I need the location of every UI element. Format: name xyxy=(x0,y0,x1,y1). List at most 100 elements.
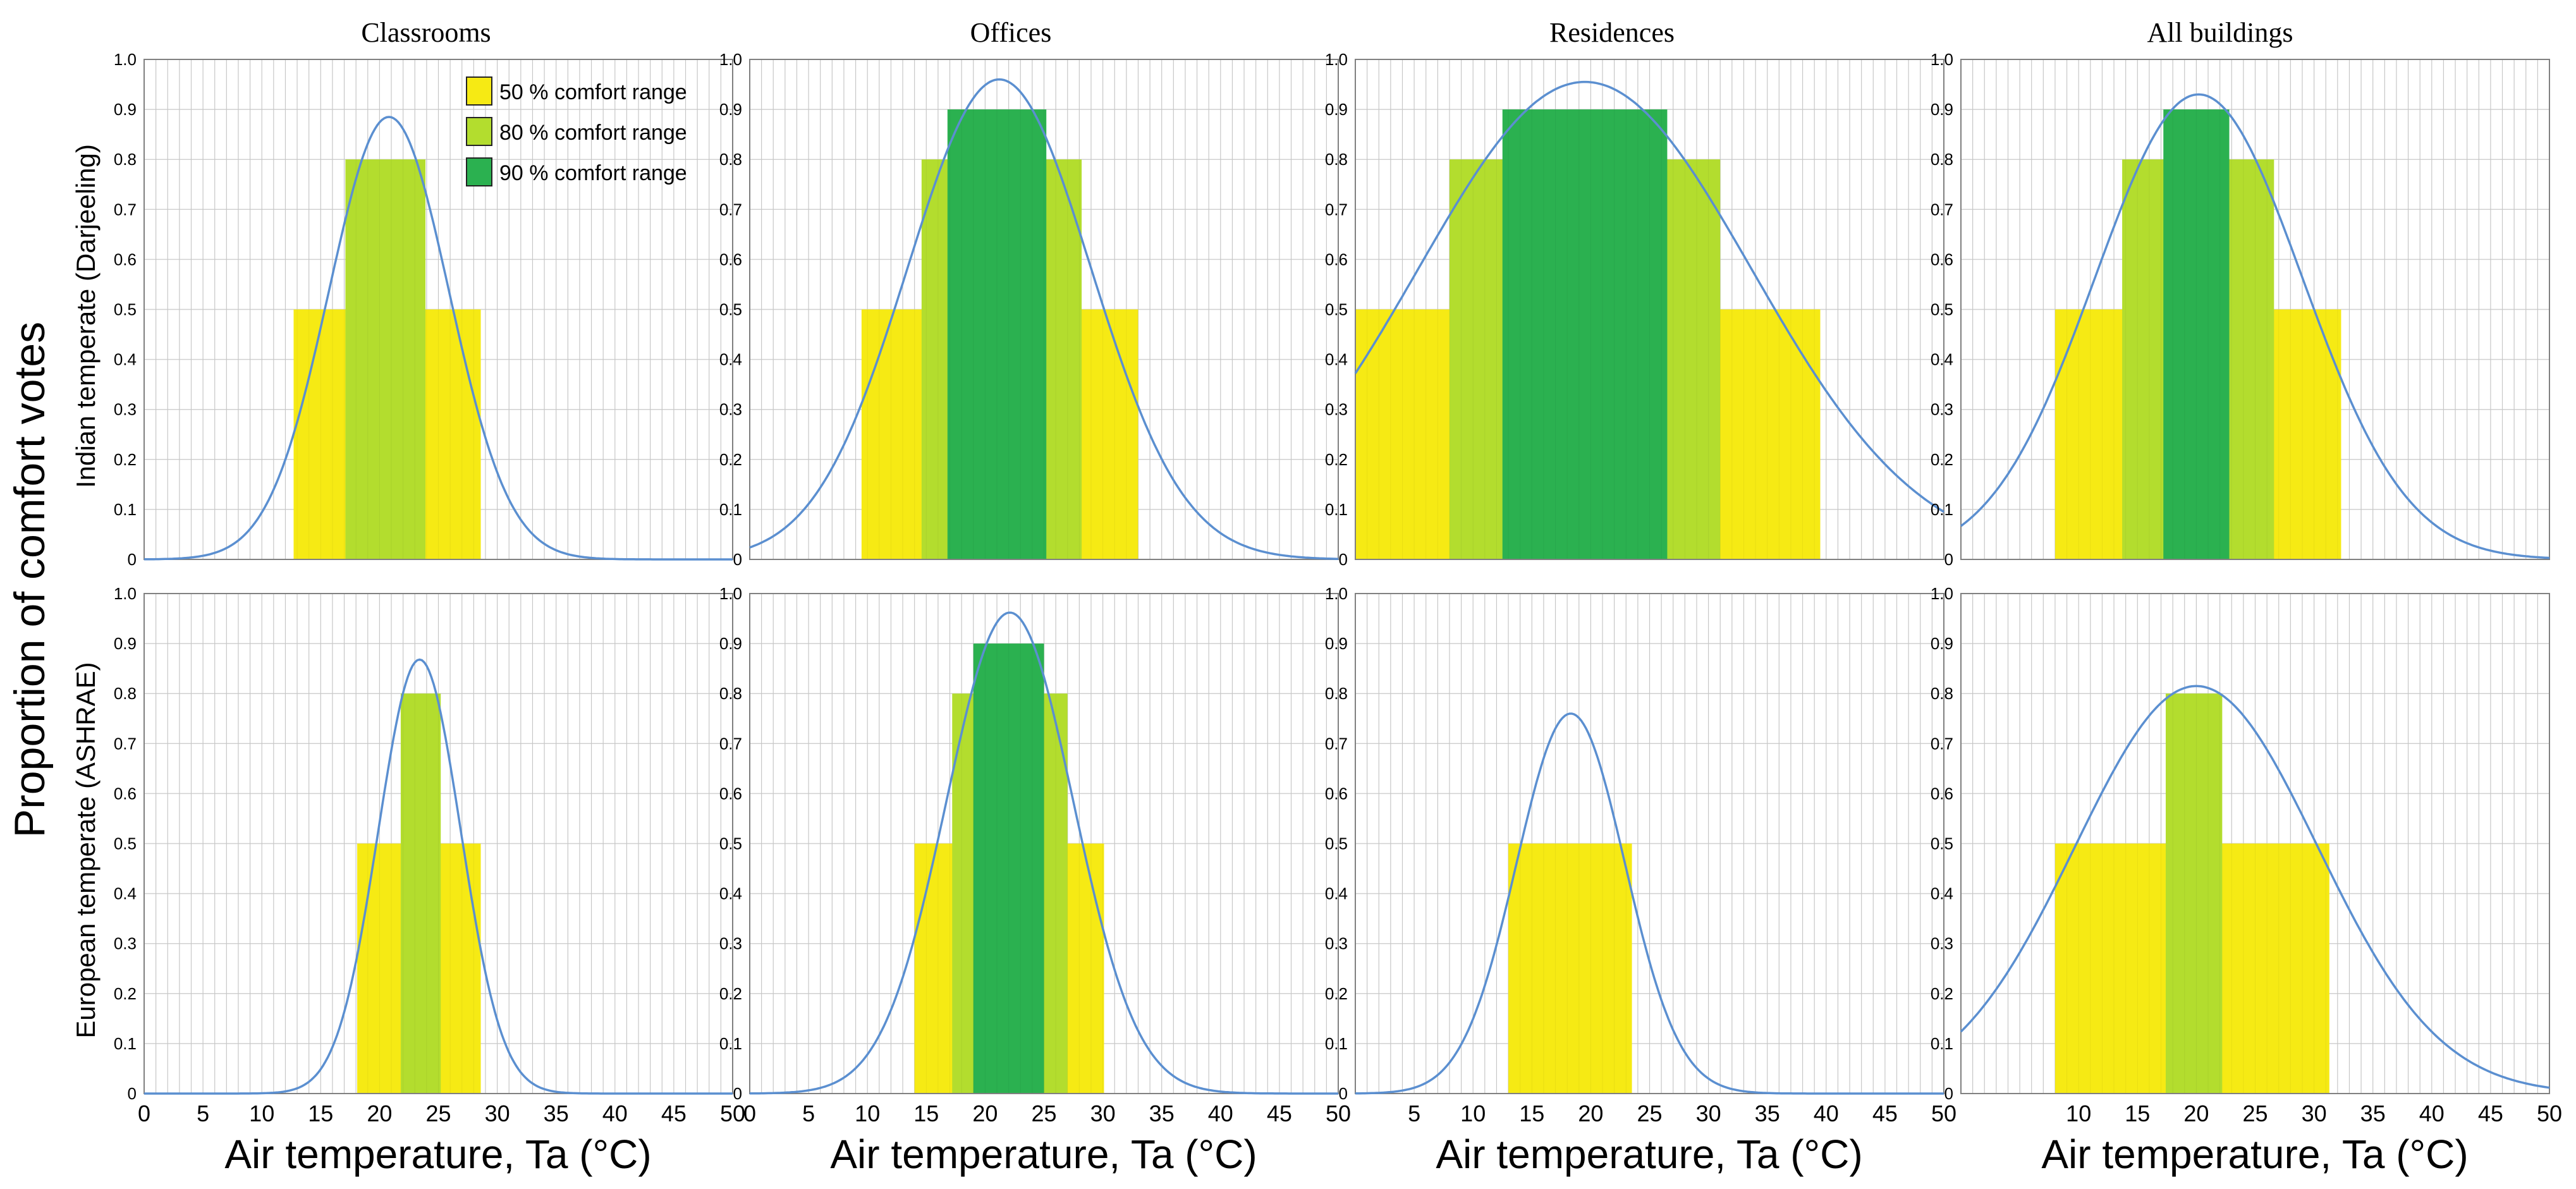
y-tick-label: 0.7 xyxy=(114,200,137,219)
x-tick-label: 35 xyxy=(1755,1101,1780,1126)
y-tick-label: 0.2 xyxy=(114,450,137,469)
y-tick-label: 0.9 xyxy=(114,634,137,653)
panel-3: 0 0.1 0.2 0.3 0.4 0.5 0.6 0.7 0.8 0.9 1.0 xyxy=(1325,50,1944,569)
band-90 xyxy=(1502,109,1668,560)
y-tick-label: 0.4 xyxy=(1325,884,1348,903)
y-tick-label: 0.1 xyxy=(719,500,742,519)
x-tick-label: 15 xyxy=(1519,1101,1544,1126)
y-tick-label: 1.0 xyxy=(1931,50,1953,69)
x-tick-label: 15 xyxy=(913,1101,939,1126)
y-tick-label: 0.5 xyxy=(1931,300,1953,319)
x-tick-label: 25 xyxy=(425,1101,451,1126)
y-tick-label: 0.2 xyxy=(114,984,137,1003)
y-tick-label: 0.3 xyxy=(719,400,742,419)
y-tick-label: 0.2 xyxy=(1325,450,1348,469)
comfort-curve xyxy=(1354,80,1944,513)
x-axis-title-residences: Air temperature, Ta (°C) xyxy=(1436,1131,1862,1177)
y-tick-label: 1.0 xyxy=(114,584,137,603)
row-label-indian: Indian temperate (Darjeeling) xyxy=(71,144,101,488)
x-tick-label: 45 xyxy=(1872,1101,1898,1126)
x-tick-label: 10 xyxy=(855,1101,880,1126)
y-tick-label: 1.0 xyxy=(1325,584,1348,603)
y-tick-label: 0.3 xyxy=(1325,400,1348,419)
x-tick-label: 40 xyxy=(1814,1101,1839,1126)
comfort-curve xyxy=(750,611,1338,1095)
y-tick-label: 0.5 xyxy=(719,834,742,853)
y-tick-label: 0 xyxy=(1339,550,1348,569)
y-tick-label: 0.7 xyxy=(1325,200,1348,219)
x-tick-label: 20 xyxy=(972,1101,998,1126)
col-title-residences: Residences xyxy=(1549,17,1675,48)
y-tick-label: 0.2 xyxy=(719,984,742,1003)
x-tick-label: 35 xyxy=(1149,1101,1175,1126)
panel-6: 0 0.1 0.2 0.3 0.4 0.5 0.6 0.7 0.8 0.9 1.0 0 5 10 15 20 2… xyxy=(719,584,1351,1126)
y-tick-label: 0.2 xyxy=(719,450,742,469)
y-tick-label: 0.1 xyxy=(719,1034,742,1053)
comfort-curve xyxy=(144,658,733,1095)
panel-frame xyxy=(749,593,1339,1094)
x-tick-label: 15 xyxy=(2125,1101,2150,1126)
x-tick-label: 40 xyxy=(2419,1101,2445,1126)
x-tick-label: 40 xyxy=(602,1101,628,1126)
band-90 xyxy=(2163,109,2230,560)
y-tick-label: 0.8 xyxy=(114,150,137,169)
y-tick-label: 0.4 xyxy=(1325,350,1348,369)
x-tick-label: 10 xyxy=(249,1101,274,1126)
band-90 xyxy=(973,643,1044,1094)
legend-label-80: 80 % comfort range xyxy=(499,121,687,145)
y-tick-label: 0.3 xyxy=(114,934,137,953)
y-tick-label: 0.6 xyxy=(719,250,742,269)
comfort-curve xyxy=(749,78,1339,560)
y-tick-label: 0.8 xyxy=(719,150,742,169)
y-tick-label: 0 xyxy=(128,550,137,569)
y-tick-label: 0.3 xyxy=(1931,400,1953,419)
band-80 xyxy=(345,159,426,559)
y-tick-label: 0.9 xyxy=(719,634,742,653)
y-tick-label: 0.3 xyxy=(719,934,742,953)
panel-5: 0 0.1 0.2 0.3 0.4 0.5 0.6 0.7 0.8 0.9 1.0 0 5 10 15 20 2… xyxy=(114,584,745,1126)
x-tick-label: 50 xyxy=(720,1101,745,1126)
y-tick-label: 1.0 xyxy=(1325,50,1348,69)
x-tick-label: 0 xyxy=(138,1101,150,1126)
y-tick-label: 0 xyxy=(733,550,742,569)
y-tick-label: 0 xyxy=(1339,1084,1348,1103)
x-tick-label: 35 xyxy=(2360,1101,2386,1126)
y-tick-label: 0.6 xyxy=(114,250,137,269)
y-tick-label: 0.8 xyxy=(1931,684,1953,703)
x-tick-label: 40 xyxy=(1208,1101,1233,1126)
y-tick-label: 0.7 xyxy=(1931,200,1953,219)
y-tick-label: 0.4 xyxy=(114,350,137,369)
y-axis-title: Proportion of comfort votes xyxy=(6,322,54,838)
y-tick-label: 0.1 xyxy=(1931,500,1953,519)
legend-swatch-50 xyxy=(466,76,492,106)
panel-frame xyxy=(143,59,733,560)
panel-4: 0 0.1 0.2 0.3 0.4 0.5 0.6 0.7 0.8 0.9 1.0 xyxy=(1931,50,2550,569)
y-tick-label: 0.8 xyxy=(1325,150,1348,169)
x-axis-title-all-buildings: Air temperature, Ta (°C) xyxy=(2041,1131,2468,1177)
band-80 xyxy=(2165,693,2223,1094)
y-tick-label: 0.1 xyxy=(114,500,137,519)
y-tick-label: 0.6 xyxy=(1931,784,1953,803)
x-tick-label: 10 xyxy=(1460,1101,1486,1126)
panel-frame xyxy=(1355,593,1944,1094)
y-tick-label: 0 xyxy=(1944,550,1953,569)
band-50 xyxy=(1508,843,1632,1094)
y-tick-label: 0.9 xyxy=(1931,634,1953,653)
x-tick-label: 25 xyxy=(1637,1101,1662,1126)
y-tick-label: 0 xyxy=(128,1084,137,1103)
y-tick-label: 0.8 xyxy=(1931,150,1953,169)
y-tick-label: 0.9 xyxy=(1325,100,1348,119)
y-tick-label: 0.1 xyxy=(1325,500,1348,519)
y-tick-label: 0.9 xyxy=(719,100,742,119)
panel-2: 0 0.1 0.2 0.3 0.4 0.5 0.6 0.7 0.8 0.9 1.0 xyxy=(719,50,1339,569)
y-tick-label: 0.1 xyxy=(114,1034,137,1053)
legend-label-90: 90 % comfort range xyxy=(499,161,687,185)
x-tick-label: 10 xyxy=(2066,1101,2091,1126)
y-tick-label: 0.2 xyxy=(1931,984,1953,1003)
panel-1: 0 0.1 0.2 0.3 0.4 0.5 0.6 0.7 0.8 0.9 1.0 xyxy=(114,50,733,569)
y-tick-label: 0.4 xyxy=(719,884,742,903)
legend-swatch-80 xyxy=(466,117,492,146)
comfort-curve xyxy=(144,116,733,561)
y-tick-label: 1.0 xyxy=(1931,584,1953,603)
y-tick-label: 1.0 xyxy=(114,50,137,69)
